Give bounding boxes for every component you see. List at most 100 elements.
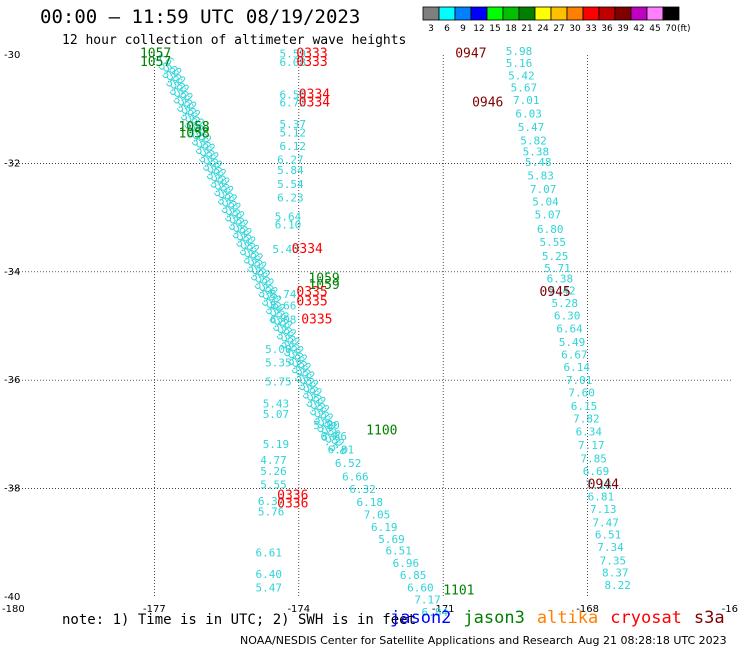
swh-value-label: 6.14 bbox=[564, 361, 591, 374]
swh-value-label: 5.71 bbox=[544, 262, 571, 275]
time-label: 1057 bbox=[140, 47, 171, 62]
swh-series-swh_track_b: 5.596.086.586.725.375.126.126.275.845.54… bbox=[255, 48, 306, 595]
y-tick-label: -38 bbox=[4, 484, 20, 495]
swh-value-label: 5.67 bbox=[511, 81, 538, 94]
swh-value-label: 5.47 bbox=[255, 582, 281, 595]
swh-value-label: 6.32 bbox=[349, 483, 376, 496]
swh-value-label: 5.64 bbox=[275, 210, 302, 223]
swh-value-label: 6.03 bbox=[515, 107, 542, 120]
time-label: 1100 bbox=[366, 423, 397, 438]
swh-value-label: 5.55 bbox=[539, 236, 566, 249]
swh-value-label: 6.34 bbox=[576, 425, 603, 438]
swh-value-label: 5.75 bbox=[265, 376, 292, 389]
swh-value-label: 6.60 bbox=[407, 582, 434, 595]
colorbar-label: 9 bbox=[460, 24, 466, 32]
colorbar-label: 42 bbox=[633, 24, 644, 32]
satellite-jason2: jason2 bbox=[390, 608, 452, 628]
credit-line: NOAA/NESDIS Center for Satellite Applica… bbox=[240, 634, 574, 647]
swh-value-label: 5.37 bbox=[280, 118, 307, 131]
colorbar-label: 36 bbox=[601, 24, 613, 32]
swh-value-label: 5.42 bbox=[549, 285, 576, 298]
time-label: 0334 bbox=[299, 95, 330, 110]
swh-value-label: 6.23 bbox=[277, 191, 304, 204]
x-tick-label: -177 bbox=[143, 604, 166, 615]
swh-value-label: 6.61 bbox=[255, 546, 281, 559]
swh-value-label: 6.37 bbox=[258, 495, 285, 508]
time-label: 1059 bbox=[308, 272, 339, 287]
y-tick-label: -34 bbox=[4, 267, 20, 278]
swh-value-label: 5.82 bbox=[520, 134, 547, 147]
x-tick-label: -171 bbox=[432, 604, 455, 615]
swh-value-label: 6.67 bbox=[561, 349, 588, 362]
colorbar-unit: (ft) bbox=[677, 24, 691, 32]
colorbar-label: 18 bbox=[505, 24, 517, 32]
swh-value-label: 5.55 bbox=[260, 479, 287, 492]
time-label: 0334 bbox=[292, 242, 323, 257]
colorbar-label: 33 bbox=[585, 24, 596, 32]
swh-value-label: 6.72 bbox=[280, 96, 307, 109]
colorbar-label: 6 bbox=[444, 24, 450, 32]
colorbar-label: 21 bbox=[521, 24, 532, 32]
swh-value-label: 5.16 bbox=[506, 57, 532, 70]
time-label: 0333 bbox=[296, 55, 327, 70]
swh-value-label: 5.90 bbox=[313, 419, 340, 432]
time-label: 0335 bbox=[296, 285, 327, 300]
time-label: 0945 bbox=[539, 285, 570, 300]
time-label: 1058 bbox=[178, 126, 209, 141]
page-subtitle: 12 hour collection of altimeter wave hei… bbox=[62, 33, 407, 48]
swh-value-label: 6.10 bbox=[275, 218, 302, 231]
satellite-cryosat: cryosat bbox=[610, 608, 682, 628]
swh-value-label: 5.07 bbox=[263, 408, 290, 421]
swh-value-label: 6.18 bbox=[357, 496, 384, 509]
dense-track-group: 5.56.05.56.05.56.05.56.05.56.05.56.05.56… bbox=[152, 52, 351, 458]
swh-value-label: 6.27 bbox=[277, 153, 304, 166]
swh-value-label: 5.74 bbox=[270, 288, 297, 301]
swh-value-label: 5.00 bbox=[265, 343, 292, 356]
time-label: 1059 bbox=[308, 278, 339, 293]
swh-value-label: 7.18 bbox=[585, 479, 612, 492]
time-label: 1057 bbox=[140, 55, 171, 70]
satellite-jason3: jason3 bbox=[463, 608, 525, 628]
swh-value-label: 5.35 bbox=[265, 357, 292, 370]
colorbar-label: 30 bbox=[569, 24, 581, 32]
time-label: 0947 bbox=[455, 47, 486, 62]
swh-value-label: 6.30 bbox=[554, 309, 581, 322]
colorbar-label: 45 bbox=[649, 24, 660, 32]
colorbar-label: 15 bbox=[489, 24, 500, 32]
swh-value-label: 7.05 bbox=[364, 508, 391, 521]
time-label: 0335 bbox=[296, 294, 327, 309]
swh-value-label: 5.07 bbox=[535, 209, 562, 222]
swh-value-label: 6.38 bbox=[547, 273, 574, 286]
swh-value-label: 7.01 bbox=[566, 374, 593, 387]
swh-value-label: 6.08 bbox=[270, 313, 297, 326]
time-label: 0335 bbox=[301, 312, 332, 327]
satellite-legend: jason2 jason3 altika cryosat s3a bbox=[390, 608, 737, 628]
x-tick-label: -174 bbox=[287, 604, 310, 615]
swh-value-label: 6.51 bbox=[595, 528, 622, 541]
x-tick-label: -180 bbox=[2, 604, 25, 615]
swh-value-label: 7.17 bbox=[414, 594, 441, 607]
swh-value-label: 7.34 bbox=[597, 541, 624, 554]
time-label: 0944 bbox=[588, 478, 619, 493]
colorbar-label: 12 bbox=[473, 24, 484, 32]
time-label: 0946 bbox=[472, 95, 503, 110]
time-label: 0333 bbox=[296, 47, 327, 62]
swh-value-label: 6.96 bbox=[393, 557, 420, 570]
swh-value-label: 5.59 bbox=[280, 48, 307, 61]
swh-value-label: 6.19 bbox=[371, 521, 398, 534]
y-tick-label: -40 bbox=[4, 592, 20, 603]
y-tick-label: -36 bbox=[4, 375, 20, 386]
swh-value-label: 6.66 bbox=[342, 470, 369, 483]
swh-value-label: 6.15 bbox=[571, 400, 598, 413]
swh-value-label: 5.28 bbox=[552, 297, 579, 310]
swh-value-label: 6.69 bbox=[583, 465, 610, 478]
y-tick-label: -30 bbox=[4, 50, 20, 61]
swh-value-label: 6.85 bbox=[400, 569, 427, 582]
swh-value-label: 6.52 bbox=[335, 457, 362, 470]
swh-value-label: 5.98 bbox=[506, 45, 532, 58]
swh-value-label: 7.01 bbox=[513, 94, 540, 107]
swh-value-label: 6.40 bbox=[255, 568, 281, 581]
swh-value-label: 6.80 bbox=[537, 223, 564, 236]
